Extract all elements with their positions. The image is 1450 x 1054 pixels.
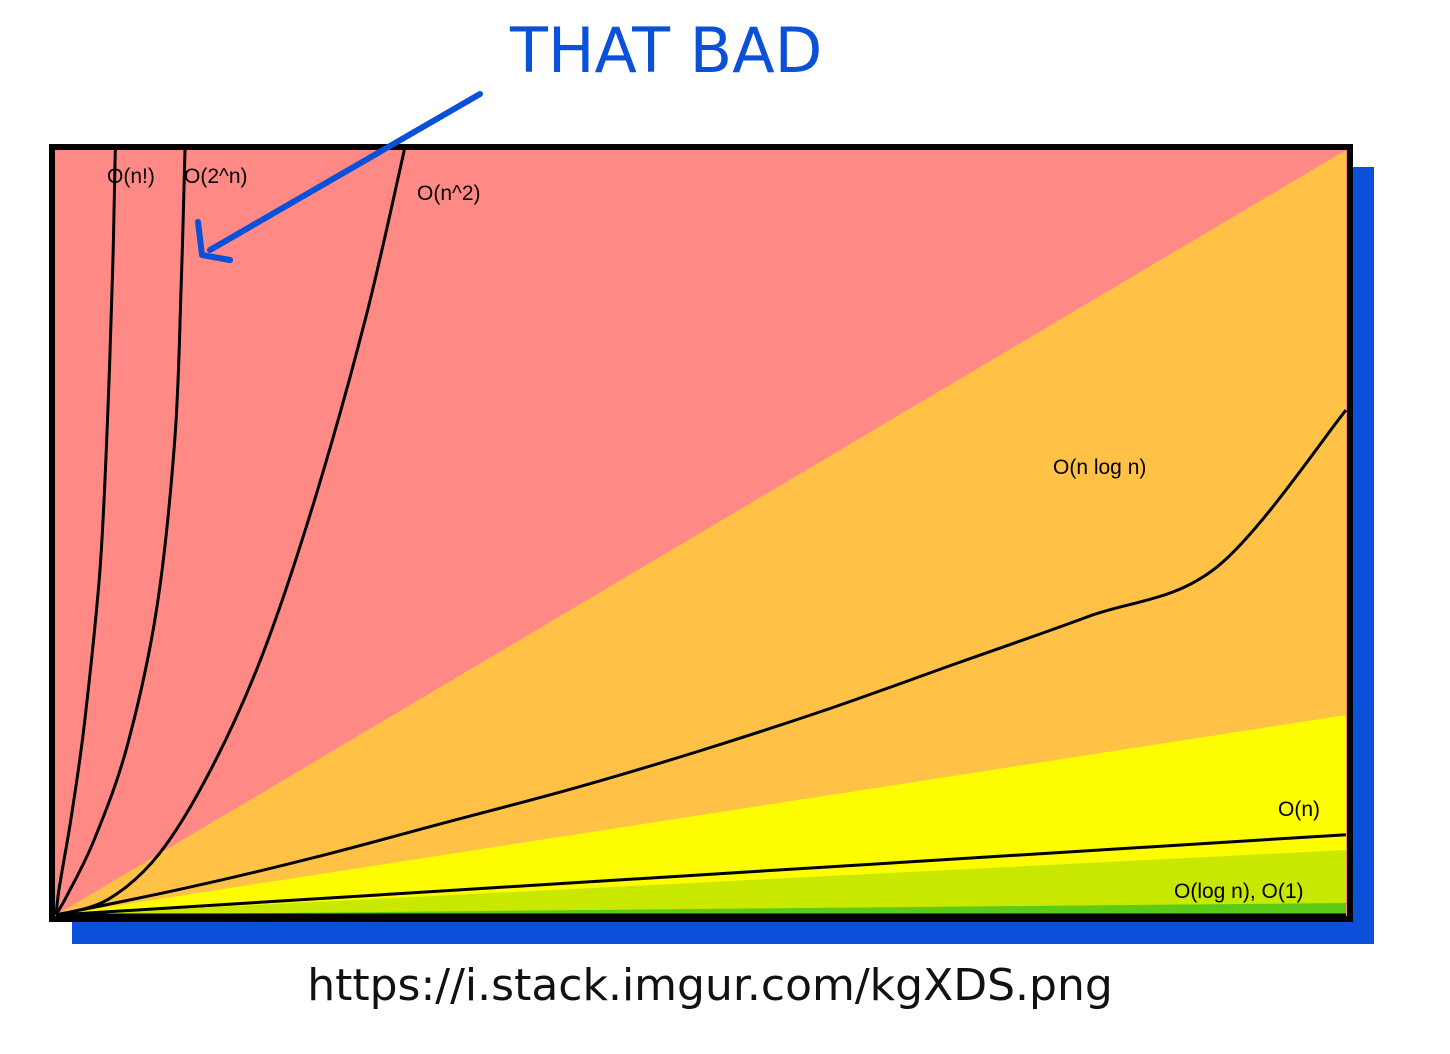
label-linear: O(n) [1278,798,1320,821]
label-logarithmic-constant: O(log n), O(1) [1174,880,1304,903]
source-url-caption: https://i.stack.imgur.com/kgXDS.png [307,960,1113,1011]
annotation-title: THAT BAD [510,14,823,87]
curve-o-n [55,833,1347,917]
region-bad [56,150,1346,915]
label-factorial: O(n!) [107,165,155,188]
label-linearithmic: O(n log n) [1053,456,1146,479]
region-good [56,850,1346,915]
curve-group [54,149,1348,917]
curve-o-n [54,149,117,916]
curve-o-2-n [54,149,187,916]
label-exponential: O(2^n) [184,165,248,188]
region-fair [56,715,1346,915]
curve-o-n-2 [55,149,406,917]
annotation-arrow [195,91,483,263]
region-excellent [56,903,1346,915]
curve-o-n-log-n [55,409,1348,917]
label-quadratic: O(n^2) [417,182,481,205]
chart-frame [49,144,1353,922]
